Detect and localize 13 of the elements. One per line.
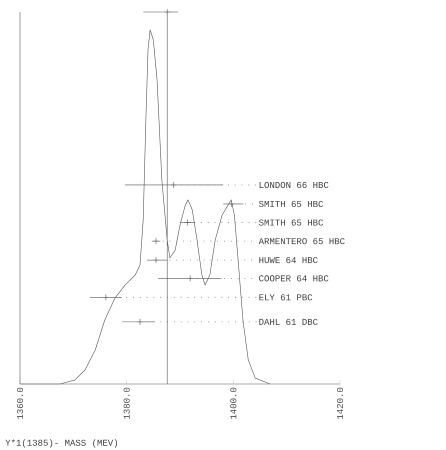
annotation: SMITH 65 HBC (258, 219, 324, 226)
annotation: COOPER 64 HBC (259, 275, 328, 282)
annotation: DAHL 61 DBC (259, 318, 318, 325)
x-axis-title: Y*1(1385)- MASS (MEV) (5, 439, 118, 448)
annotation: LONDON 66 HBC (260, 182, 328, 188)
annotation: ELY 61 PBC (259, 294, 312, 300)
annotation: ARMENTERO 65 HBC (258, 238, 345, 244)
x-tick-label: 1380.0 (124, 388, 130, 419)
x-tick-label: 1400.0 (230, 388, 236, 419)
x-tick-label: 1420.0 (336, 388, 344, 419)
x-tick-label: 1360.0 (16, 388, 24, 419)
annotation: SMITH 65 HBC (258, 200, 324, 208)
annotation: HUWE 64 HBC (259, 257, 318, 264)
